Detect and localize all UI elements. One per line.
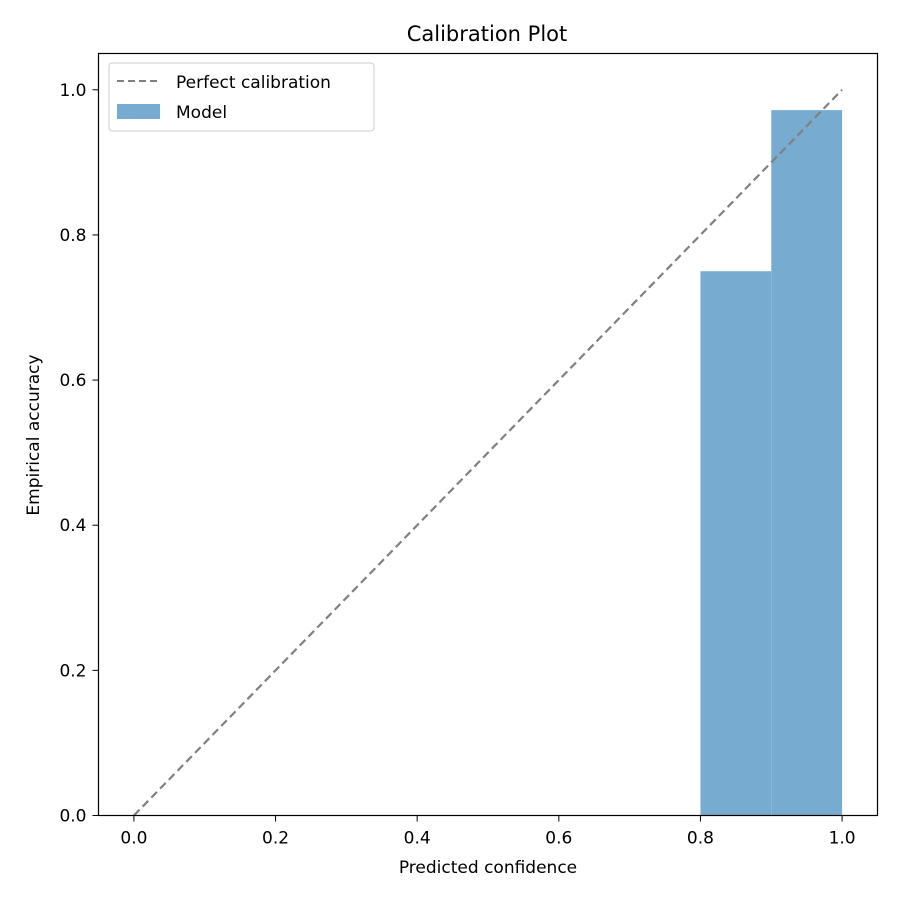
bars-group <box>700 110 843 816</box>
x-tick-label: 1.0 <box>829 829 856 849</box>
chart-title: Calibration Plot <box>407 22 568 46</box>
y-tick-label: 1.0 <box>59 81 86 101</box>
x-tick-label: 0.6 <box>545 829 572 849</box>
perfect-calibration-line <box>133 89 843 817</box>
x-tick-label: 0.2 <box>262 829 289 849</box>
y-tick-label: 0.6 <box>59 371 86 391</box>
y-tick-label: 0.4 <box>59 516 86 536</box>
plot-frame <box>97 52 879 817</box>
y-tick-label: 0.0 <box>59 807 86 827</box>
legend: Perfect calibration Model <box>108 62 375 132</box>
x-tick-label: 0.8 <box>687 829 714 849</box>
reference-line-group <box>133 89 843 817</box>
legend-box <box>108 62 375 132</box>
x-axis-label: Predicted confidence <box>399 858 577 878</box>
y-axis-label: Empirical accuracy <box>24 354 44 515</box>
y-tick-label: 0.8 <box>59 226 86 246</box>
x-axis-ticks: 0.0 0.2 0.4 0.6 0.8 1.0 <box>120 815 856 849</box>
y-axis-ticks: 0.0 0.2 0.4 0.6 0.8 1.0 <box>59 81 99 827</box>
legend-model-label: Model <box>176 103 227 123</box>
legend-model-swatch <box>117 104 160 119</box>
x-tick-label: 0.4 <box>404 829 431 849</box>
bar-0-0 <box>700 271 772 816</box>
bar-0-1 <box>771 110 843 816</box>
y-tick-label: 0.2 <box>59 661 86 681</box>
legend-reference-line-label: Perfect calibration <box>176 73 331 93</box>
x-tick-label: 0.0 <box>120 829 147 849</box>
